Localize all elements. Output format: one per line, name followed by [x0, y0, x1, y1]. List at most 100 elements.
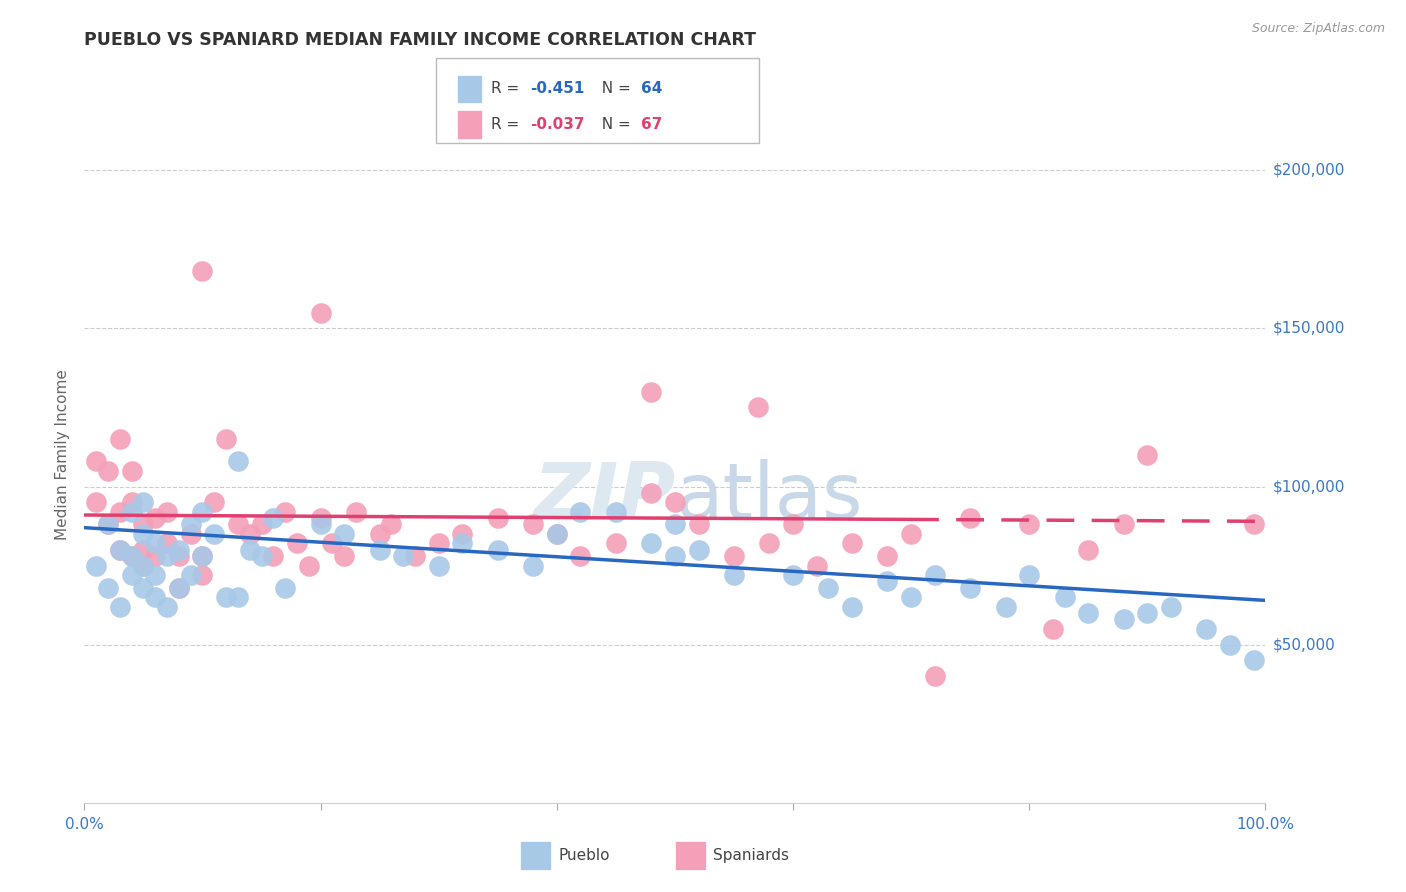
Point — [191, 549, 214, 563]
Text: $150,000: $150,000 — [1272, 321, 1344, 336]
Text: R =: R = — [491, 81, 524, 96]
Point — [108, 542, 131, 557]
Text: $100,000: $100,000 — [1272, 479, 1344, 494]
Point — [924, 568, 946, 582]
Point — [121, 464, 143, 478]
Point — [250, 549, 273, 563]
Point — [640, 486, 662, 500]
Point — [959, 511, 981, 525]
Point — [191, 549, 214, 563]
Point — [1195, 622, 1218, 636]
Point — [97, 517, 120, 532]
Point — [522, 517, 544, 532]
Point — [664, 495, 686, 509]
Point — [97, 517, 120, 532]
Point — [309, 305, 332, 319]
Text: -0.451: -0.451 — [530, 81, 585, 96]
Point — [1136, 448, 1159, 462]
Point — [250, 517, 273, 532]
Point — [333, 549, 356, 563]
Point — [274, 581, 297, 595]
Point — [143, 511, 166, 525]
Point — [427, 536, 450, 550]
Point — [380, 517, 402, 532]
Point — [640, 384, 662, 399]
Point — [321, 536, 343, 550]
Point — [156, 505, 179, 519]
Point — [156, 599, 179, 614]
Point — [1018, 517, 1040, 532]
Text: ZIP: ZIP — [533, 458, 675, 534]
Point — [747, 401, 769, 415]
Point — [876, 574, 898, 589]
Point — [959, 581, 981, 595]
Point — [1136, 606, 1159, 620]
Point — [876, 549, 898, 563]
Point — [994, 599, 1017, 614]
Point — [180, 527, 202, 541]
Point — [427, 558, 450, 573]
Point — [900, 591, 922, 605]
Point — [309, 511, 332, 525]
Point — [132, 558, 155, 573]
Point — [180, 517, 202, 532]
Point — [167, 581, 190, 595]
Point — [132, 517, 155, 532]
Point — [1053, 591, 1076, 605]
Point — [285, 536, 308, 550]
Point — [451, 527, 474, 541]
Point — [782, 517, 804, 532]
Point — [121, 568, 143, 582]
Point — [392, 549, 415, 563]
Point — [226, 591, 249, 605]
Point — [451, 536, 474, 550]
Point — [191, 568, 214, 582]
Point — [344, 505, 367, 519]
Point — [226, 517, 249, 532]
Point — [569, 505, 592, 519]
Point — [817, 581, 839, 595]
Point — [121, 505, 143, 519]
Point — [132, 542, 155, 557]
Point — [167, 549, 190, 563]
Point — [782, 568, 804, 582]
Point — [368, 527, 391, 541]
Point — [1219, 638, 1241, 652]
Point — [368, 542, 391, 557]
Point — [121, 495, 143, 509]
Point — [486, 511, 509, 525]
Point — [121, 549, 143, 563]
Point — [226, 454, 249, 468]
Point — [333, 527, 356, 541]
Point — [1018, 568, 1040, 582]
Point — [156, 549, 179, 563]
Y-axis label: Median Family Income: Median Family Income — [55, 369, 70, 541]
Point — [191, 264, 214, 278]
Point — [84, 495, 107, 509]
Point — [108, 542, 131, 557]
Point — [143, 549, 166, 563]
Point — [1112, 517, 1135, 532]
Point — [758, 536, 780, 550]
Point — [1160, 599, 1182, 614]
Text: Pueblo: Pueblo — [558, 848, 610, 863]
Point — [664, 549, 686, 563]
Point — [262, 511, 284, 525]
Point — [262, 549, 284, 563]
Text: N =: N = — [592, 81, 636, 96]
Point — [486, 542, 509, 557]
Text: N =: N = — [592, 117, 636, 132]
Point — [84, 454, 107, 468]
Point — [108, 599, 131, 614]
Point — [156, 536, 179, 550]
Point — [239, 527, 262, 541]
Point — [1042, 622, 1064, 636]
Point — [569, 549, 592, 563]
Point — [167, 581, 190, 595]
Point — [132, 558, 155, 573]
Point — [1243, 517, 1265, 532]
Text: Source: ZipAtlas.com: Source: ZipAtlas.com — [1251, 22, 1385, 36]
Point — [97, 581, 120, 595]
Text: atlas: atlas — [675, 458, 862, 534]
Point — [723, 568, 745, 582]
